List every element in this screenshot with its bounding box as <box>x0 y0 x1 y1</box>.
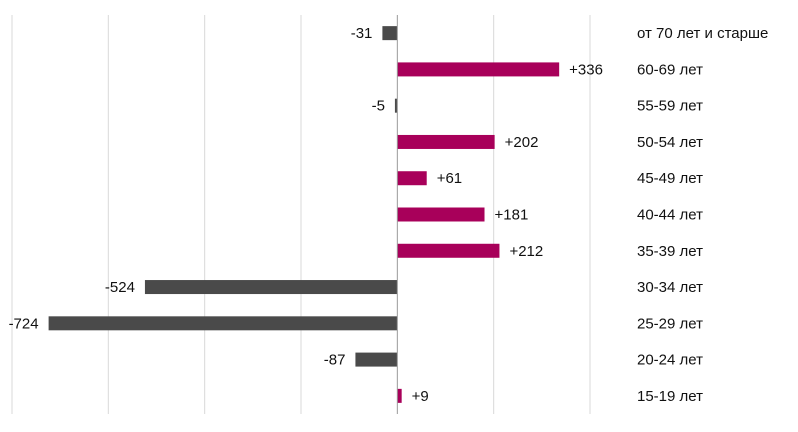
value-label: +336 <box>569 61 603 78</box>
bar <box>397 171 427 186</box>
bar <box>382 26 398 41</box>
value-label: +9 <box>412 388 429 405</box>
category-label: 55-59 лет <box>637 98 703 115</box>
value-label: +212 <box>509 243 543 260</box>
category-labels: от 70 лет и старше 60-69 лет 55-59 лет 50-5… <box>637 25 768 405</box>
category-label: от 70 лет и старше <box>637 25 768 42</box>
value-label: +61 <box>437 170 462 187</box>
bar <box>397 62 560 77</box>
value-label: +202 <box>505 134 539 151</box>
category-label: 45-49 лет <box>637 170 703 187</box>
value-label: -31 <box>351 25 373 42</box>
bars <box>48 26 560 403</box>
bar <box>48 316 398 331</box>
bar <box>394 98 398 113</box>
value-label: -87 <box>324 352 346 369</box>
category-label: 35-39 лет <box>637 243 703 260</box>
category-label: 30-34 лет <box>637 279 703 296</box>
category-label: 20-24 лет <box>637 352 703 369</box>
bar <box>397 243 500 258</box>
gridlines <box>11 15 591 414</box>
value-label: +181 <box>495 207 529 224</box>
value-label: -524 <box>105 279 135 296</box>
value-label: -5 <box>372 98 385 115</box>
bar <box>397 207 485 222</box>
category-label: 15-19 лет <box>637 388 703 405</box>
value-labels: -31 +336 -5 +202 +61 +181 +212 -524 -724 -87 +9 <box>9 25 603 405</box>
bar <box>397 388 402 403</box>
bar <box>355 352 398 367</box>
category-label: 25-29 лет <box>637 315 703 332</box>
value-label: -724 <box>9 315 39 332</box>
bar <box>144 280 398 295</box>
category-label: 50-54 лет <box>637 134 703 151</box>
category-label: 60-69 лет <box>637 61 703 78</box>
category-label: 40-44 лет <box>637 207 703 224</box>
bar <box>397 134 495 149</box>
